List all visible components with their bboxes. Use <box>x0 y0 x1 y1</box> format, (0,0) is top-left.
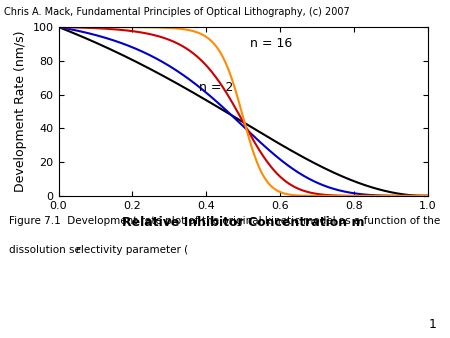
X-axis label: Relative Inhibitor Concentration m: Relative Inhibitor Concentration m <box>122 216 364 230</box>
Text: Chris A. Mack, Fundamental Principles of Optical Lithography, (c) 2007: Chris A. Mack, Fundamental Principles of… <box>4 7 350 17</box>
Text: 1: 1 <box>428 318 436 331</box>
Text: n = 16: n = 16 <box>250 37 292 50</box>
Text: Figure 7.1  Development rate plot of the original kinetic model as a function of: Figure 7.1 Development rate plot of the … <box>9 216 440 226</box>
Text: r: r <box>75 245 79 255</box>
Y-axis label: Development Rate (nm/s): Development Rate (nm/s) <box>14 31 27 192</box>
Text: dissolution selectivity parameter (: dissolution selectivity parameter ( <box>9 245 188 255</box>
Text: n = 2: n = 2 <box>199 81 233 94</box>
